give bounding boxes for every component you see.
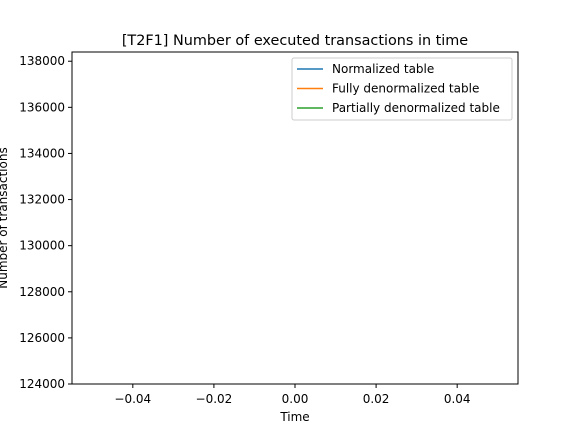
x-tick-label: 0.00: [282, 392, 309, 406]
x-tick-label: 0.04: [444, 392, 471, 406]
y-tick-label: 134000: [19, 146, 65, 160]
x-tick-label: −0.02: [196, 392, 233, 406]
legend: Normalized table Fully denormalized table…: [291, 57, 513, 121]
x-axis-ticks: −0.04 −0.02 0.00 0.02 0.04: [114, 384, 471, 406]
y-axis-ticks: 124000 126000 128000 130000 132000 134000 1360…: [19, 54, 72, 391]
legend-frame: [291, 57, 513, 121]
y-tick-label: 132000: [19, 193, 65, 207]
legend-label: Partially denormalized table: [332, 101, 500, 115]
y-tick-label: 128000: [19, 285, 65, 299]
x-tick-label: 0.02: [363, 392, 390, 406]
y-tick-label: 130000: [19, 239, 65, 253]
x-axis-label: Time: [279, 410, 309, 424]
y-axis-label: Number of transactions: [0, 147, 10, 288]
legend-label: Normalized table: [332, 62, 434, 76]
x-tick-label: −0.04: [114, 392, 151, 406]
y-tick-label: 136000: [19, 100, 65, 114]
y-tick-label: 138000: [19, 54, 65, 68]
legend-label: Fully denormalized table: [332, 82, 479, 96]
y-tick-label: 124000: [19, 377, 65, 391]
chart-title: [T2F1] Number of executed transactions i…: [122, 33, 468, 49]
y-tick-label: 126000: [19, 331, 65, 345]
